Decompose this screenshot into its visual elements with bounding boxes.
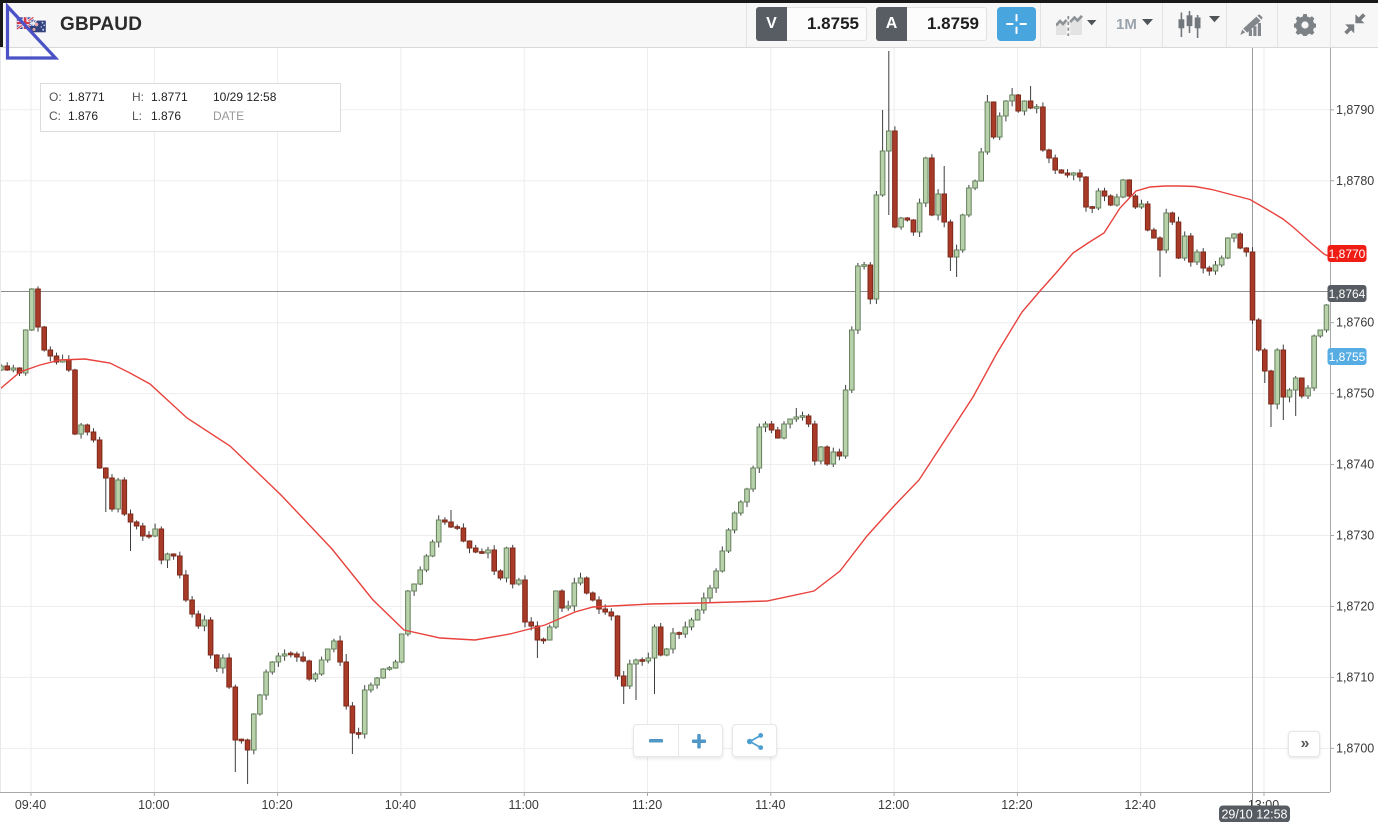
svg-text:10:00: 10:00 [138, 798, 169, 812]
svg-text:11:40: 11:40 [755, 798, 785, 812]
svg-text:11:00: 11:00 [509, 798, 539, 812]
svg-text:1,8740: 1,8740 [1336, 458, 1374, 472]
svg-text:12:20: 12:20 [1001, 798, 1032, 812]
svg-text:09:40: 09:40 [15, 798, 46, 812]
svg-text:12:00: 12:00 [878, 798, 909, 812]
svg-text:1,8730: 1,8730 [1336, 529, 1374, 543]
svg-text:11:20: 11:20 [632, 798, 662, 812]
svg-text:1,8764: 1,8764 [1329, 287, 1366, 301]
svg-text:1,8750: 1,8750 [1336, 387, 1374, 401]
svg-text:1,8760: 1,8760 [1336, 316, 1374, 330]
svg-text:1,8720: 1,8720 [1336, 600, 1374, 614]
svg-text:1,8755: 1,8755 [1329, 350, 1366, 364]
svg-text:12:40: 12:40 [1125, 798, 1156, 812]
svg-text:29/10 12:58: 29/10 12:58 [1221, 808, 1287, 822]
svg-text:1,8790: 1,8790 [1336, 103, 1374, 117]
svg-text:1,8770: 1,8770 [1329, 247, 1366, 261]
svg-text:1,8700: 1,8700 [1336, 741, 1374, 755]
svg-text:1,8710: 1,8710 [1336, 670, 1374, 684]
svg-text:10:40: 10:40 [385, 798, 416, 812]
svg-text:1,8780: 1,8780 [1336, 174, 1374, 188]
svg-text:10:20: 10:20 [261, 798, 292, 812]
